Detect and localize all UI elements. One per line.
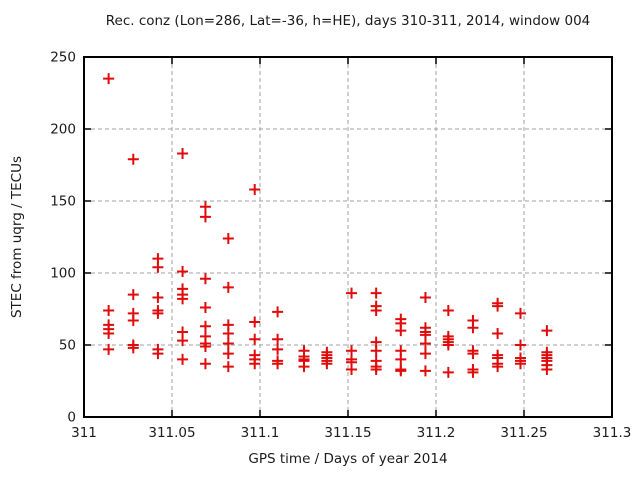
data-point-marker: [395, 365, 407, 377]
data-point-marker: [152, 261, 164, 273]
x-tick-label: 311.05: [148, 425, 195, 441]
data-point-marker: [370, 287, 382, 299]
data-point-marker: [419, 348, 431, 360]
data-point-marker: [127, 315, 139, 327]
x-tick-label: 311.25: [500, 425, 547, 441]
data-point-marker: [272, 306, 284, 318]
data-point-marker: [272, 333, 284, 345]
data-point-marker: [298, 361, 310, 373]
data-point-marker: [419, 365, 431, 377]
x-tick-label: 311.1: [241, 425, 280, 441]
data-point-marker: [321, 358, 333, 370]
data-point-marker: [514, 339, 526, 351]
x-tick-label: 311.3: [593, 425, 632, 441]
data-point-marker: [346, 287, 358, 299]
y-tick-label: 150: [50, 194, 76, 210]
y-tick-label: 50: [59, 338, 76, 354]
data-point-marker: [467, 366, 479, 378]
data-point-marker: [199, 273, 211, 285]
data-point-marker: [514, 307, 526, 319]
data-point-marker: [346, 363, 358, 375]
data-point-marker: [249, 183, 261, 195]
data-point-marker: [199, 358, 211, 370]
y-tick-label: 200: [50, 122, 76, 138]
data-point-marker: [177, 266, 189, 278]
data-point-marker: [492, 361, 504, 373]
chart-title: Rec. conz (Lon=286, Lat=-36, h=HE), days…: [105, 13, 591, 29]
data-point-marker: [103, 73, 115, 85]
data-point-marker: [177, 335, 189, 347]
data-point-marker: [492, 300, 504, 312]
data-point-marker: [442, 366, 454, 378]
data-point-marker: [395, 353, 407, 365]
data-point-marker: [541, 363, 553, 375]
data-point-marker: [467, 322, 479, 334]
data-point-marker: [222, 361, 234, 373]
data-point-marker: [222, 281, 234, 293]
data-point-marker: [199, 211, 211, 223]
data-point-marker: [177, 147, 189, 159]
data-point-marker: [152, 307, 164, 319]
data-point-marker: [103, 343, 115, 355]
data-point-marker: [127, 153, 139, 165]
y-tick-label: 100: [50, 266, 76, 282]
data-point-marker: [419, 338, 431, 350]
x-tick-label: 311.15: [324, 425, 371, 441]
data-point-marker: [467, 348, 479, 360]
data-point-marker: [177, 293, 189, 305]
data-point-marker: [492, 327, 504, 339]
data-point-marker: [177, 353, 189, 365]
data-point-marker: [222, 348, 234, 360]
data-point-marker: [370, 363, 382, 375]
data-point-marker: [442, 339, 454, 351]
x-axis-label: GPS time / Days of year 2014: [248, 451, 448, 467]
data-point-marker: [222, 327, 234, 339]
data-point-marker: [103, 327, 115, 339]
y-tick-label: 0: [67, 410, 76, 426]
data-point-marker: [222, 338, 234, 350]
data-point-marker: [249, 333, 261, 345]
data-point-marker: [272, 343, 284, 355]
data-point-marker: [249, 316, 261, 328]
data-point-marker: [199, 302, 211, 314]
data-point-marker: [442, 304, 454, 316]
data-point-marker: [127, 342, 139, 354]
x-tick-label: 311: [71, 425, 97, 441]
y-tick-label: 250: [50, 50, 76, 66]
data-point-marker: [395, 325, 407, 337]
data-point-marker: [370, 304, 382, 316]
data-point-marker: [152, 291, 164, 303]
x-tick-label: 311.2: [417, 425, 456, 441]
data-point-marker: [249, 358, 261, 370]
data-point-marker: [222, 232, 234, 244]
data-point-marker: [199, 201, 211, 213]
data-point-marker: [199, 320, 211, 332]
data-point-marker: [419, 291, 431, 303]
data-point-marker: [370, 345, 382, 357]
data-point-marker: [272, 358, 284, 370]
data-point-marker: [199, 340, 211, 352]
data-point-marker: [152, 348, 164, 360]
data-point-marker: [127, 289, 139, 301]
data-point-marker: [541, 325, 553, 337]
data-point-marker: [514, 358, 526, 370]
data-point-marker: [103, 304, 115, 316]
